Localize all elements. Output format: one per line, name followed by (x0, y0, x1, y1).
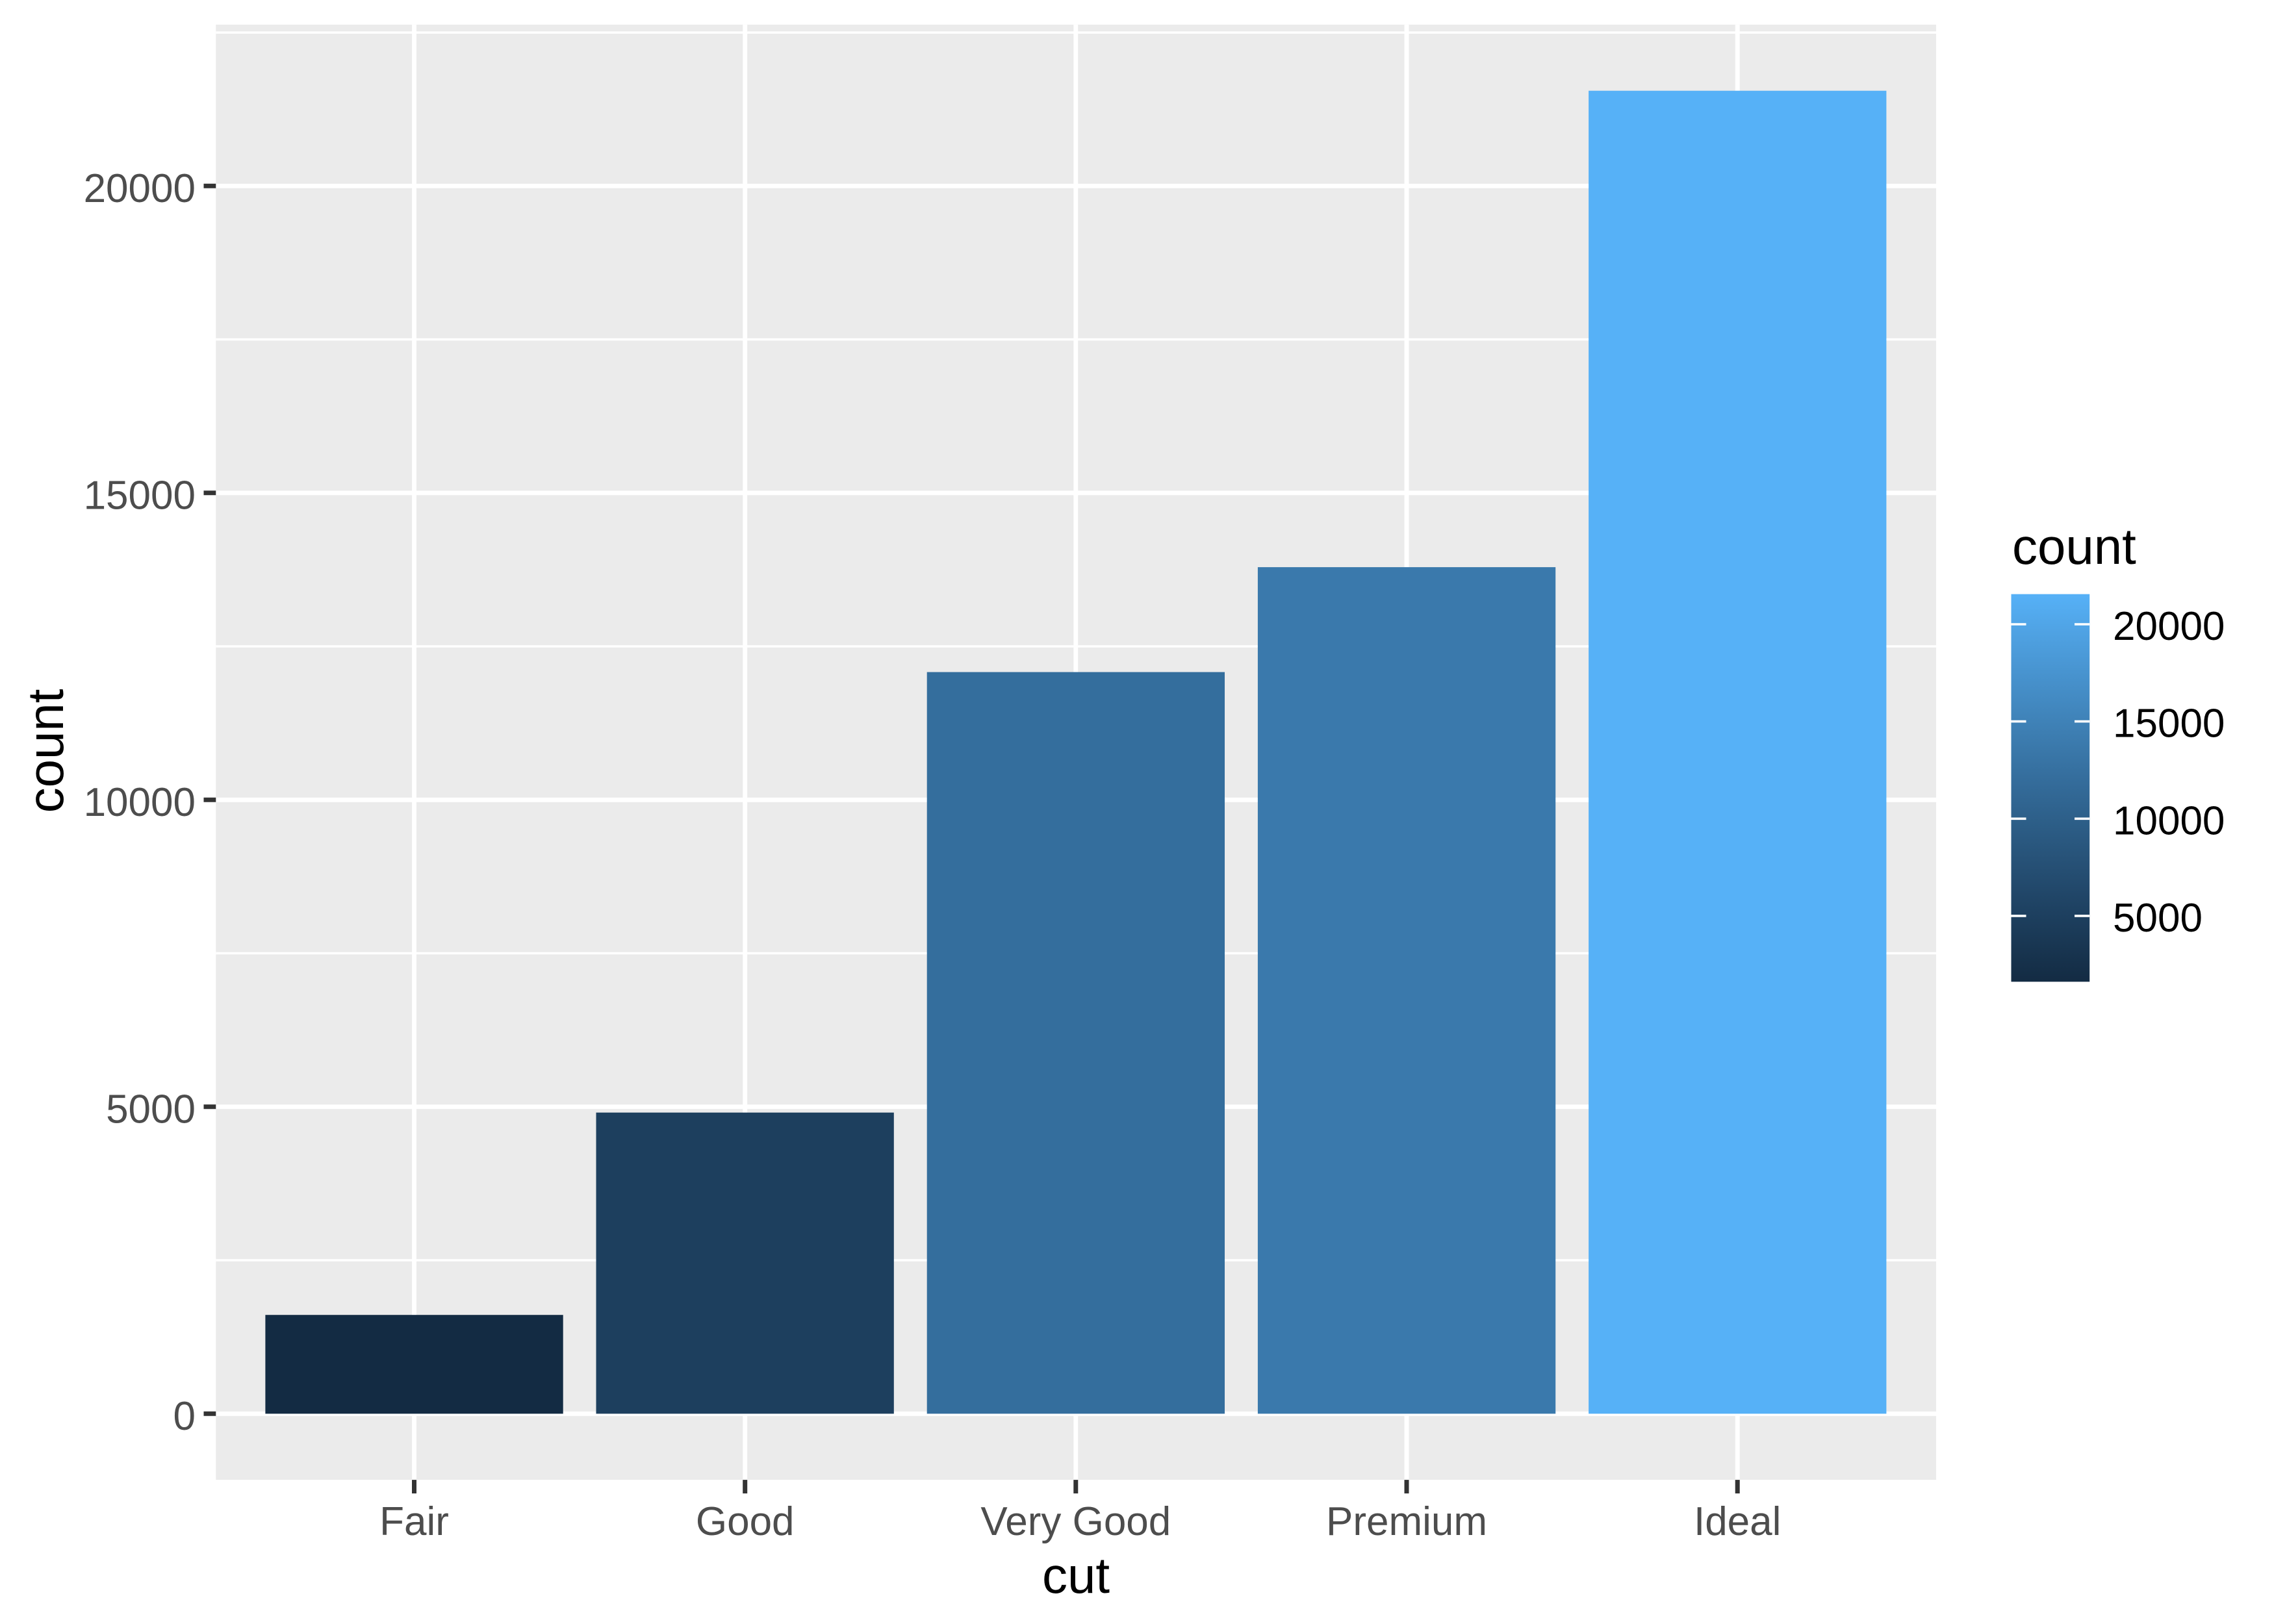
svg-text:count: count (2012, 518, 2136, 575)
svg-text:5000: 5000 (106, 1087, 196, 1132)
svg-text:20000: 20000 (2113, 604, 2225, 649)
svg-text:5000: 5000 (2113, 896, 2203, 941)
svg-text:cut: cut (1042, 1547, 1110, 1604)
svg-text:Premium: Premium (1326, 1499, 1487, 1544)
svg-text:20000: 20000 (84, 166, 196, 211)
svg-text:10000: 10000 (84, 780, 196, 825)
svg-text:Good: Good (696, 1499, 795, 1544)
svg-text:Very Good: Very Good (980, 1499, 1171, 1544)
svg-text:Ideal: Ideal (1694, 1499, 1781, 1544)
svg-text:15000: 15000 (84, 473, 196, 518)
svg-text:0: 0 (173, 1394, 196, 1439)
svg-text:Fair: Fair (379, 1499, 449, 1544)
svg-text:count: count (17, 689, 74, 813)
svg-text:10000: 10000 (2113, 798, 2225, 843)
svg-text:15000: 15000 (2113, 702, 2225, 746)
